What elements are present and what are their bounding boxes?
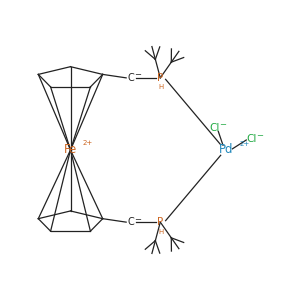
Text: 2+: 2+	[240, 141, 250, 147]
Text: H: H	[158, 229, 164, 235]
Text: C: C	[128, 217, 134, 227]
Text: Pd: Pd	[219, 143, 234, 157]
Text: H: H	[158, 84, 164, 90]
Text: Cl: Cl	[246, 134, 257, 144]
Text: Fe: Fe	[64, 143, 77, 157]
Text: −: −	[134, 215, 141, 224]
Text: −: −	[256, 131, 263, 140]
Text: −: −	[134, 70, 141, 80]
Text: 2+: 2+	[82, 140, 92, 146]
Text: Cl: Cl	[210, 123, 220, 133]
Text: P: P	[157, 217, 164, 227]
Text: C: C	[128, 73, 134, 83]
Text: P: P	[157, 73, 164, 83]
Text: −: −	[220, 120, 226, 129]
